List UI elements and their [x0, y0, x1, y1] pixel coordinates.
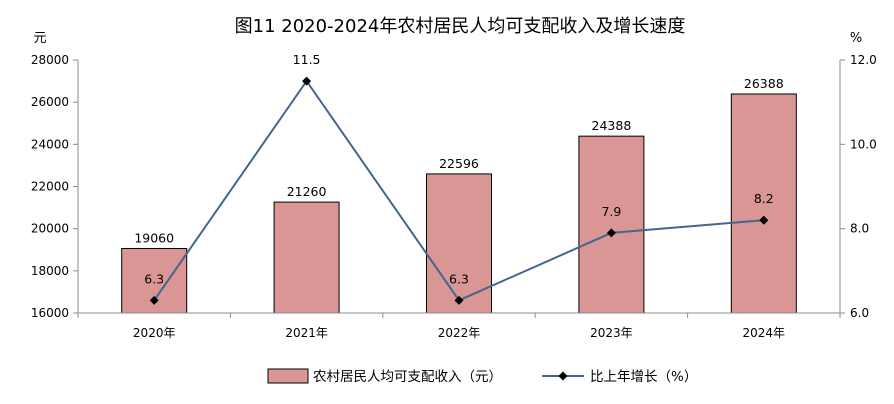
- legend-line-label: 比上年增长（%）: [590, 369, 697, 385]
- left-tick-label: 16000: [31, 306, 69, 320]
- x-tick-label: 2021年: [285, 326, 328, 340]
- growth-point-2: [454, 295, 464, 305]
- bar-value-label: 21260: [287, 184, 327, 199]
- bar-1: [273, 201, 340, 314]
- x-tick-label: 2024年: [743, 326, 786, 340]
- growth-value-label: 6.3: [144, 271, 164, 286]
- bar-value-label: 24388: [592, 118, 632, 133]
- left-tick-label: 24000: [31, 137, 69, 151]
- plot-area: 16000 18000 20000 22000 24000 26000 28000 6.0 8.…: [31, 52, 877, 340]
- growth-point-4: [759, 215, 769, 225]
- growth-value-label: 7.9: [601, 204, 621, 219]
- growth-point-3: [606, 228, 616, 238]
- left-axis-unit: 元: [33, 31, 46, 46]
- legend-line-marker: [558, 371, 568, 381]
- left-tick-label: 28000: [31, 53, 69, 67]
- right-tick-label: 8.0: [850, 222, 869, 236]
- bar-3: [578, 135, 645, 314]
- growth-value-label: 8.2: [754, 191, 774, 206]
- left-tick-label: 22000: [31, 180, 69, 194]
- growth-point-1: [302, 76, 312, 86]
- right-tick-label: 10.0: [850, 137, 877, 151]
- left-tick-label: 18000: [31, 264, 69, 278]
- bar-value-label: 19060: [134, 230, 174, 245]
- growth-value-label: 11.5: [293, 52, 321, 67]
- growth-value-label: 6.3: [449, 271, 469, 286]
- bar-value-label: 26388: [744, 76, 784, 91]
- bar-4: [730, 93, 797, 314]
- legend-bar-label: 农村居民人均可支配收入（元）: [313, 369, 502, 385]
- legend: 农村居民人均可支配收入（元） 比上年增长（%）: [267, 368, 697, 385]
- right-tick-label: 6.0: [850, 306, 869, 320]
- chart-title: 图11 2020-2024年农村居民人均可支配收入及增长速度: [235, 16, 686, 37]
- legend-bar-swatch: [267, 368, 309, 384]
- right-axis-unit: %: [850, 31, 862, 46]
- x-tick-label: 2020年: [133, 326, 176, 340]
- right-tick-label: 12.0: [850, 53, 877, 67]
- growth-point-0: [149, 295, 159, 305]
- left-tick-label: 26000: [31, 95, 69, 109]
- left-tick-label: 20000: [31, 222, 69, 236]
- bar-value-label: 22596: [439, 156, 479, 171]
- x-tick-label: 2023年: [590, 326, 633, 340]
- x-tick-label: 2022年: [438, 326, 481, 340]
- bar-2: [426, 173, 492, 314]
